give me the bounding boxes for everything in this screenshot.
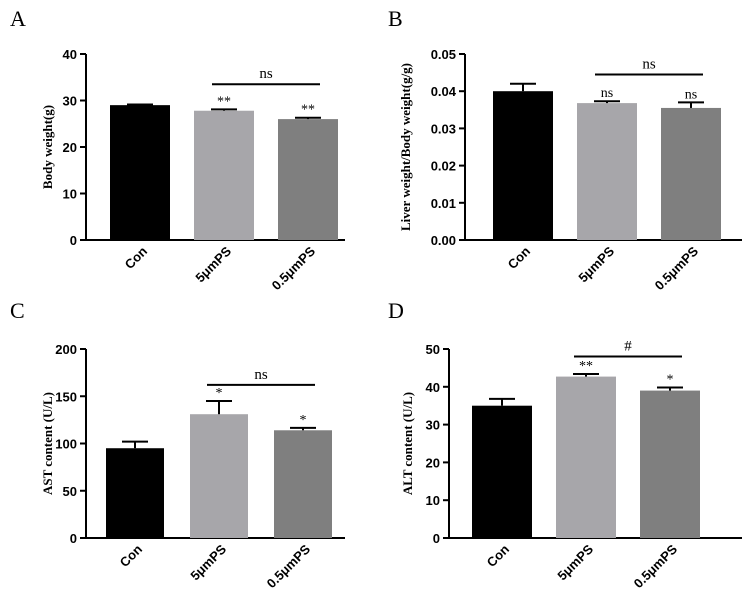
significance-mark: ns xyxy=(685,87,697,102)
category-label: Con xyxy=(122,243,151,272)
significance-mark: * xyxy=(216,386,223,401)
y-tick-label: 10 xyxy=(63,187,77,202)
y-axis-label: AST content (U/L) xyxy=(40,392,55,495)
category-label: 5μmPS xyxy=(554,541,596,583)
y-tick-label: 0.02 xyxy=(431,159,456,174)
category-label: 0.5μmPS xyxy=(652,243,702,293)
bracket-label: # xyxy=(624,339,632,355)
y-tick-label: 40 xyxy=(426,380,440,395)
category-label: 0.5μmPS xyxy=(264,541,314,591)
y-tick-label: 20 xyxy=(426,455,440,470)
y-tick-label: 0.03 xyxy=(431,121,456,136)
bar-2 xyxy=(274,430,332,538)
significance-mark: ** xyxy=(579,359,593,374)
y-tick-label: 30 xyxy=(426,418,440,433)
y-tick-label: 0.04 xyxy=(431,84,457,99)
significance-mark: ** xyxy=(217,94,231,109)
bar-1 xyxy=(577,103,637,240)
bar-0 xyxy=(106,448,164,538)
panel-letter: D xyxy=(388,298,404,323)
y-tick-label: 0 xyxy=(70,531,77,546)
bar-0 xyxy=(493,91,553,240)
category-label: 5μmPS xyxy=(187,541,229,583)
panel-d: D ALT content (U/L) 0 10 20 30 40 50 Con ** 5μmPS *… xyxy=(388,298,742,591)
bar-2 xyxy=(278,119,338,240)
y-axis-label: Body weight(g) xyxy=(40,105,55,189)
y-tick-label: 150 xyxy=(55,389,77,404)
bar-1 xyxy=(556,376,616,538)
y-tick-label: 50 xyxy=(63,484,77,499)
bar-0 xyxy=(110,105,170,241)
y-tick-label: 0.00 xyxy=(431,233,456,248)
category-label: Con xyxy=(505,243,534,272)
bar-2 xyxy=(640,390,700,538)
significance-mark: * xyxy=(300,413,307,428)
y-tick-label: 10 xyxy=(426,493,440,508)
y-tick-label: 0 xyxy=(70,233,77,248)
bracket-label: ns xyxy=(642,56,656,72)
y-axis-label: ALT content (U/L) xyxy=(400,392,415,495)
y-tick-label: 0.01 xyxy=(431,196,456,211)
category-label: 5μmPS xyxy=(192,243,234,285)
category-label: 0.5μmPS xyxy=(269,243,319,293)
bar-1 xyxy=(194,110,254,240)
y-tick-label: 100 xyxy=(55,437,77,452)
y-tick-label: 20 xyxy=(63,140,77,155)
category-label: Con xyxy=(117,541,146,570)
bar-0 xyxy=(472,405,532,538)
category-label: 5μmPS xyxy=(575,243,617,285)
y-tick-label: 0.05 xyxy=(431,47,456,62)
panel-letter: C xyxy=(10,298,25,323)
y-tick-label: 0 xyxy=(433,531,440,546)
y-tick-label: 40 xyxy=(63,47,77,62)
significance-mark: ns xyxy=(601,86,613,101)
category-label: 0.5μmPS xyxy=(631,541,681,591)
y-axis-label: Liver weight/Body weight(g/g) xyxy=(398,63,413,231)
significance-mark: ** xyxy=(301,103,315,118)
panel-a: A Body weight(g) 0 10 20 30 40 Con ** 5μmPS ** 0.5μ… xyxy=(10,6,345,293)
panel-letter: A xyxy=(10,6,26,31)
bracket-label: ns xyxy=(254,367,268,383)
category-label: Con xyxy=(484,541,513,570)
y-tick-label: 30 xyxy=(63,94,77,109)
bar-1 xyxy=(190,414,248,538)
y-tick-label: 50 xyxy=(426,342,440,357)
y-tick-label: 200 xyxy=(55,342,77,357)
significance-mark: * xyxy=(667,373,674,388)
bar-2 xyxy=(661,107,721,240)
panel-c: C AST content (U/L) 0 50 100 150 200 Con * 5μmPS *… xyxy=(10,298,345,591)
panel-letter: B xyxy=(388,6,403,31)
bracket-label: ns xyxy=(259,66,273,82)
panel-b: B Liver weight/Body weight(g/g) 0.00 0.01 0.… xyxy=(388,6,742,293)
